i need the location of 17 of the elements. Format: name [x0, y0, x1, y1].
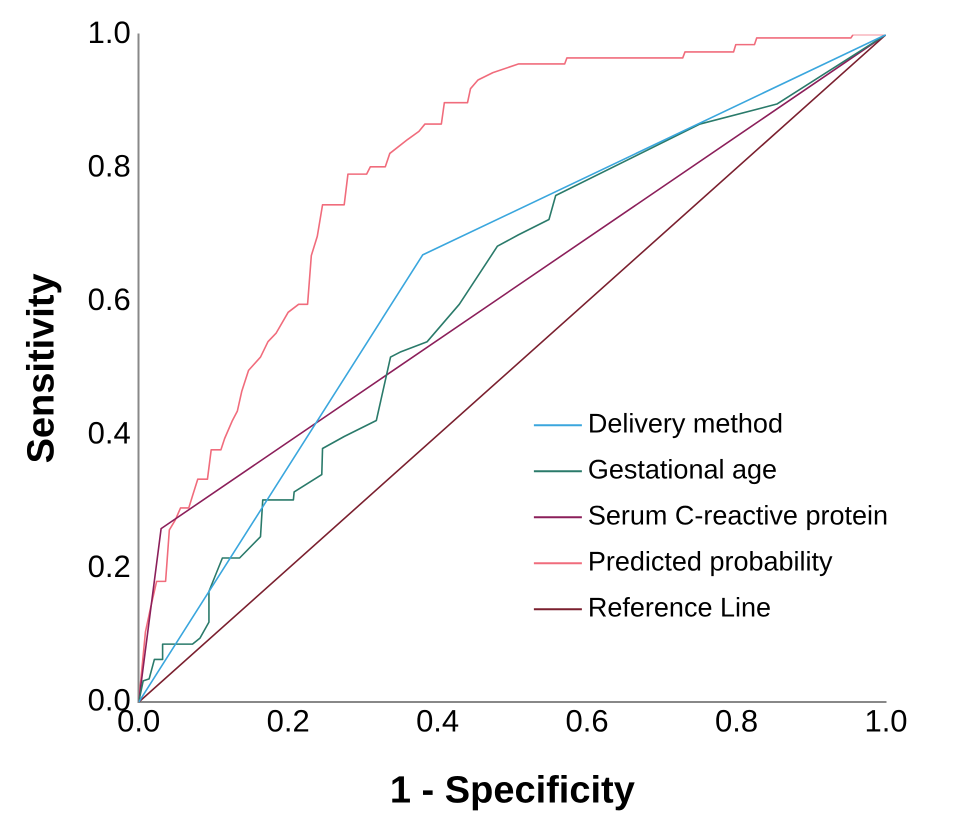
legend-label: Serum C-reactive protein	[588, 500, 888, 531]
x-tick-label: 0.8	[714, 703, 758, 738]
legend-label: Gestational age	[588, 454, 778, 485]
y-tick-label: 0.6	[88, 282, 131, 318]
y-axis-title: Sensitivity	[20, 273, 62, 464]
legend-label: Reference Line	[588, 592, 772, 623]
y-tick-label: 0.4	[88, 416, 131, 451]
x-tick-label: 0.6	[566, 703, 609, 738]
y-tick-label: 0.2	[88, 549, 131, 584]
legend-label: Delivery method	[588, 408, 783, 439]
legend-label: Predicted probability	[588, 546, 834, 577]
x-tick-label: 0.2	[266, 703, 310, 738]
y-tick-label: 1.0	[88, 15, 131, 50]
x-axis-title: 1 - Specificity	[390, 770, 635, 812]
x-tick-label: 1.0	[864, 703, 908, 738]
x-tick-label: 0.4	[416, 703, 460, 738]
y-tick-label: 0.8	[88, 148, 131, 184]
